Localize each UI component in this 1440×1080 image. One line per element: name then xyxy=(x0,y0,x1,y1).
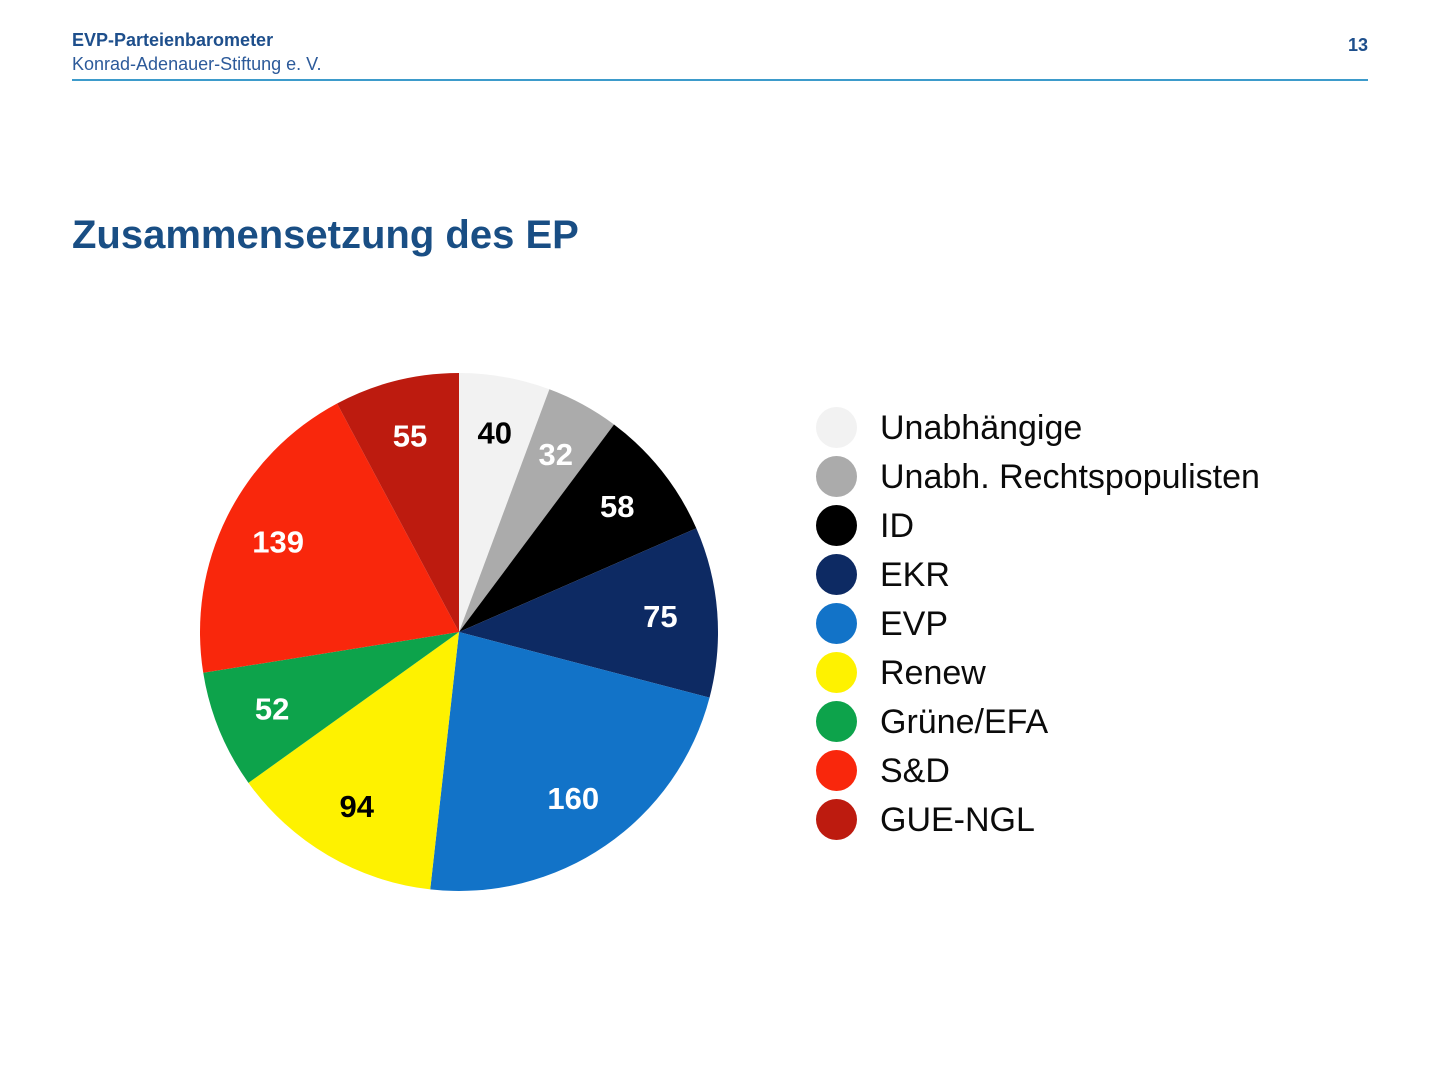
legend-label: Unabh. Rechtspopulisten xyxy=(880,457,1260,496)
legend: Unabhängige Unabh. Rechtspopulisten ID EKR E… xyxy=(816,403,1260,844)
legend-swatch-icon xyxy=(816,603,857,644)
legend-swatch-icon xyxy=(816,799,857,840)
header-brand: EVP-Parteienbarometer xyxy=(72,30,274,50)
pie-slice-value-1: 32 xyxy=(538,437,572,472)
legend-label: EKR xyxy=(880,555,950,594)
pie-slice-value-5: 94 xyxy=(340,789,375,824)
legend-swatch-icon xyxy=(816,407,857,448)
header-organization: Konrad-Adenauer-Stiftung e. V. xyxy=(72,54,322,74)
legend-item-0: Unabhängige xyxy=(816,403,1260,452)
pie-slice-5 xyxy=(248,632,459,890)
page-number: 13 xyxy=(1347,35,1368,55)
legend-label: GUE-NGL xyxy=(880,800,1035,839)
legend-item-1: Unabh. Rechtspopulisten xyxy=(816,452,1260,501)
pie-slice-value-2: 58 xyxy=(600,489,634,524)
pie-slice-6 xyxy=(203,632,459,783)
legend-swatch-icon xyxy=(816,456,857,497)
legend-item-4: EVP xyxy=(816,599,1260,648)
legend-label: Renew xyxy=(880,653,986,692)
legend-item-3: EKR xyxy=(816,550,1260,599)
pie-chart-svg: 40 32 58 75 160 94 52 139 55 xyxy=(199,373,718,891)
legend-swatch-icon xyxy=(816,652,857,693)
legend-swatch-icon xyxy=(816,750,857,791)
legend-label: Grüne/EFA xyxy=(880,702,1049,741)
pie-slice-8 xyxy=(337,373,459,632)
legend-swatch-icon xyxy=(816,701,857,742)
legend-label: S&D xyxy=(880,751,950,790)
pie-slice-2 xyxy=(459,424,697,632)
pie-slice-value-4: 160 xyxy=(547,781,599,816)
legend-item-8: GUE-NGL xyxy=(816,795,1260,844)
legend-item-5: Renew xyxy=(816,648,1260,697)
pie-slice-value-6: 52 xyxy=(255,691,289,726)
legend-item-7: S&D xyxy=(816,746,1260,795)
slide-title: Zusammensetzung des EP xyxy=(72,212,579,257)
legend-swatch-icon xyxy=(816,505,857,546)
pie-slice-0 xyxy=(459,373,550,632)
pie-slice-1 xyxy=(459,389,615,632)
legend-item-2: ID xyxy=(816,501,1260,550)
pie-slice-4 xyxy=(430,632,710,891)
legend-swatch-icon xyxy=(816,554,857,595)
legend-item-6: Grüne/EFA xyxy=(816,697,1260,746)
legend-label: ID xyxy=(880,506,914,545)
pie-slice-value-0: 40 xyxy=(478,416,512,451)
header-divider xyxy=(72,79,1368,81)
pie-slice-value-8: 55 xyxy=(393,419,427,454)
pie-chart: 40 32 58 75 160 94 52 139 55 xyxy=(194,367,724,897)
legend-label: Unabhängige xyxy=(880,408,1083,447)
legend-label: EVP xyxy=(880,604,949,643)
pie-slice-7 xyxy=(199,403,459,673)
pie-slice-value-7: 139 xyxy=(252,525,304,560)
pie-slice-value-3: 75 xyxy=(643,599,677,634)
pie-slice-3 xyxy=(459,528,718,698)
